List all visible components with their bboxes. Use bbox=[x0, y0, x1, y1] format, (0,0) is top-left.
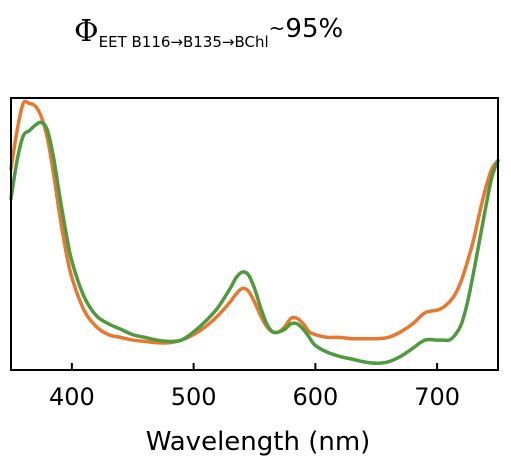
title-subscript: EET B116→B135→BChl bbox=[98, 33, 269, 51]
x-tick-label: 600 bbox=[292, 383, 338, 411]
chart-title: ΦEET B116→B135→BChl~95% bbox=[74, 14, 344, 51]
plot-frame bbox=[10, 97, 499, 371]
series-line-1 bbox=[9, 99, 500, 345]
title-value: 95% bbox=[285, 14, 344, 44]
x-ticks: 400 500 600 700 bbox=[49, 363, 460, 411]
title-symbol: Φ bbox=[74, 14, 99, 49]
x-tick-label: 400 bbox=[49, 383, 95, 411]
series-line-2 bbox=[9, 120, 500, 365]
x-tick-label: 500 bbox=[171, 383, 217, 411]
series-group bbox=[9, 99, 500, 365]
x-tick-label: 700 bbox=[414, 383, 460, 411]
x-axis-label: Wavelength (nm) bbox=[146, 427, 371, 457]
title-approx: ~ bbox=[268, 16, 286, 40]
